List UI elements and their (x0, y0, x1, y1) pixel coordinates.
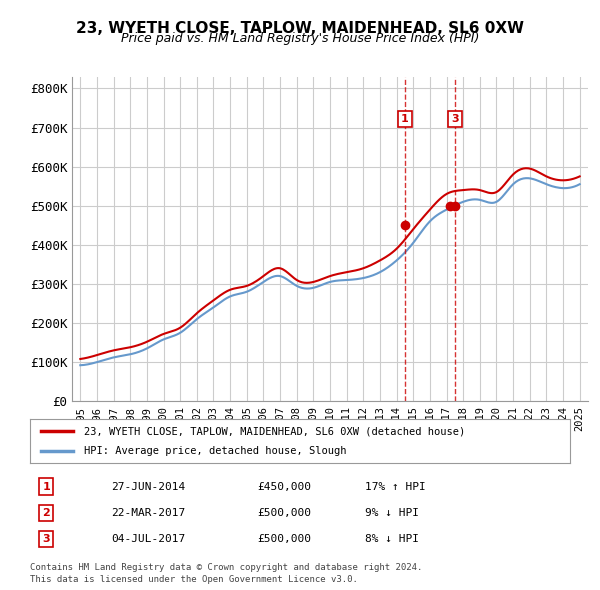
Text: Contains HM Land Registry data © Crown copyright and database right 2024.: Contains HM Land Registry data © Crown c… (30, 563, 422, 572)
Text: 1: 1 (43, 481, 50, 491)
Text: HPI: Average price, detached house, Slough: HPI: Average price, detached house, Slou… (84, 446, 347, 455)
Text: 1: 1 (401, 114, 409, 124)
Text: 23, WYETH CLOSE, TAPLOW, MAIDENHEAD, SL6 0XW: 23, WYETH CLOSE, TAPLOW, MAIDENHEAD, SL6… (76, 21, 524, 35)
Text: This data is licensed under the Open Government Licence v3.0.: This data is licensed under the Open Gov… (30, 575, 358, 584)
Text: 9% ↓ HPI: 9% ↓ HPI (365, 508, 419, 518)
Text: 17% ↑ HPI: 17% ↑ HPI (365, 481, 425, 491)
Text: £500,000: £500,000 (257, 508, 311, 518)
Text: 3: 3 (451, 114, 458, 124)
Text: 3: 3 (43, 534, 50, 544)
Text: 04-JUL-2017: 04-JUL-2017 (111, 534, 185, 544)
Text: 22-MAR-2017: 22-MAR-2017 (111, 508, 185, 518)
Text: 23, WYETH CLOSE, TAPLOW, MAIDENHEAD, SL6 0XW (detached house): 23, WYETH CLOSE, TAPLOW, MAIDENHEAD, SL6… (84, 427, 465, 436)
Text: 8% ↓ HPI: 8% ↓ HPI (365, 534, 419, 544)
Text: Price paid vs. HM Land Registry's House Price Index (HPI): Price paid vs. HM Land Registry's House … (121, 32, 479, 45)
Text: 2: 2 (43, 508, 50, 518)
Text: 27-JUN-2014: 27-JUN-2014 (111, 481, 185, 491)
Text: £450,000: £450,000 (257, 481, 311, 491)
Text: £500,000: £500,000 (257, 534, 311, 544)
